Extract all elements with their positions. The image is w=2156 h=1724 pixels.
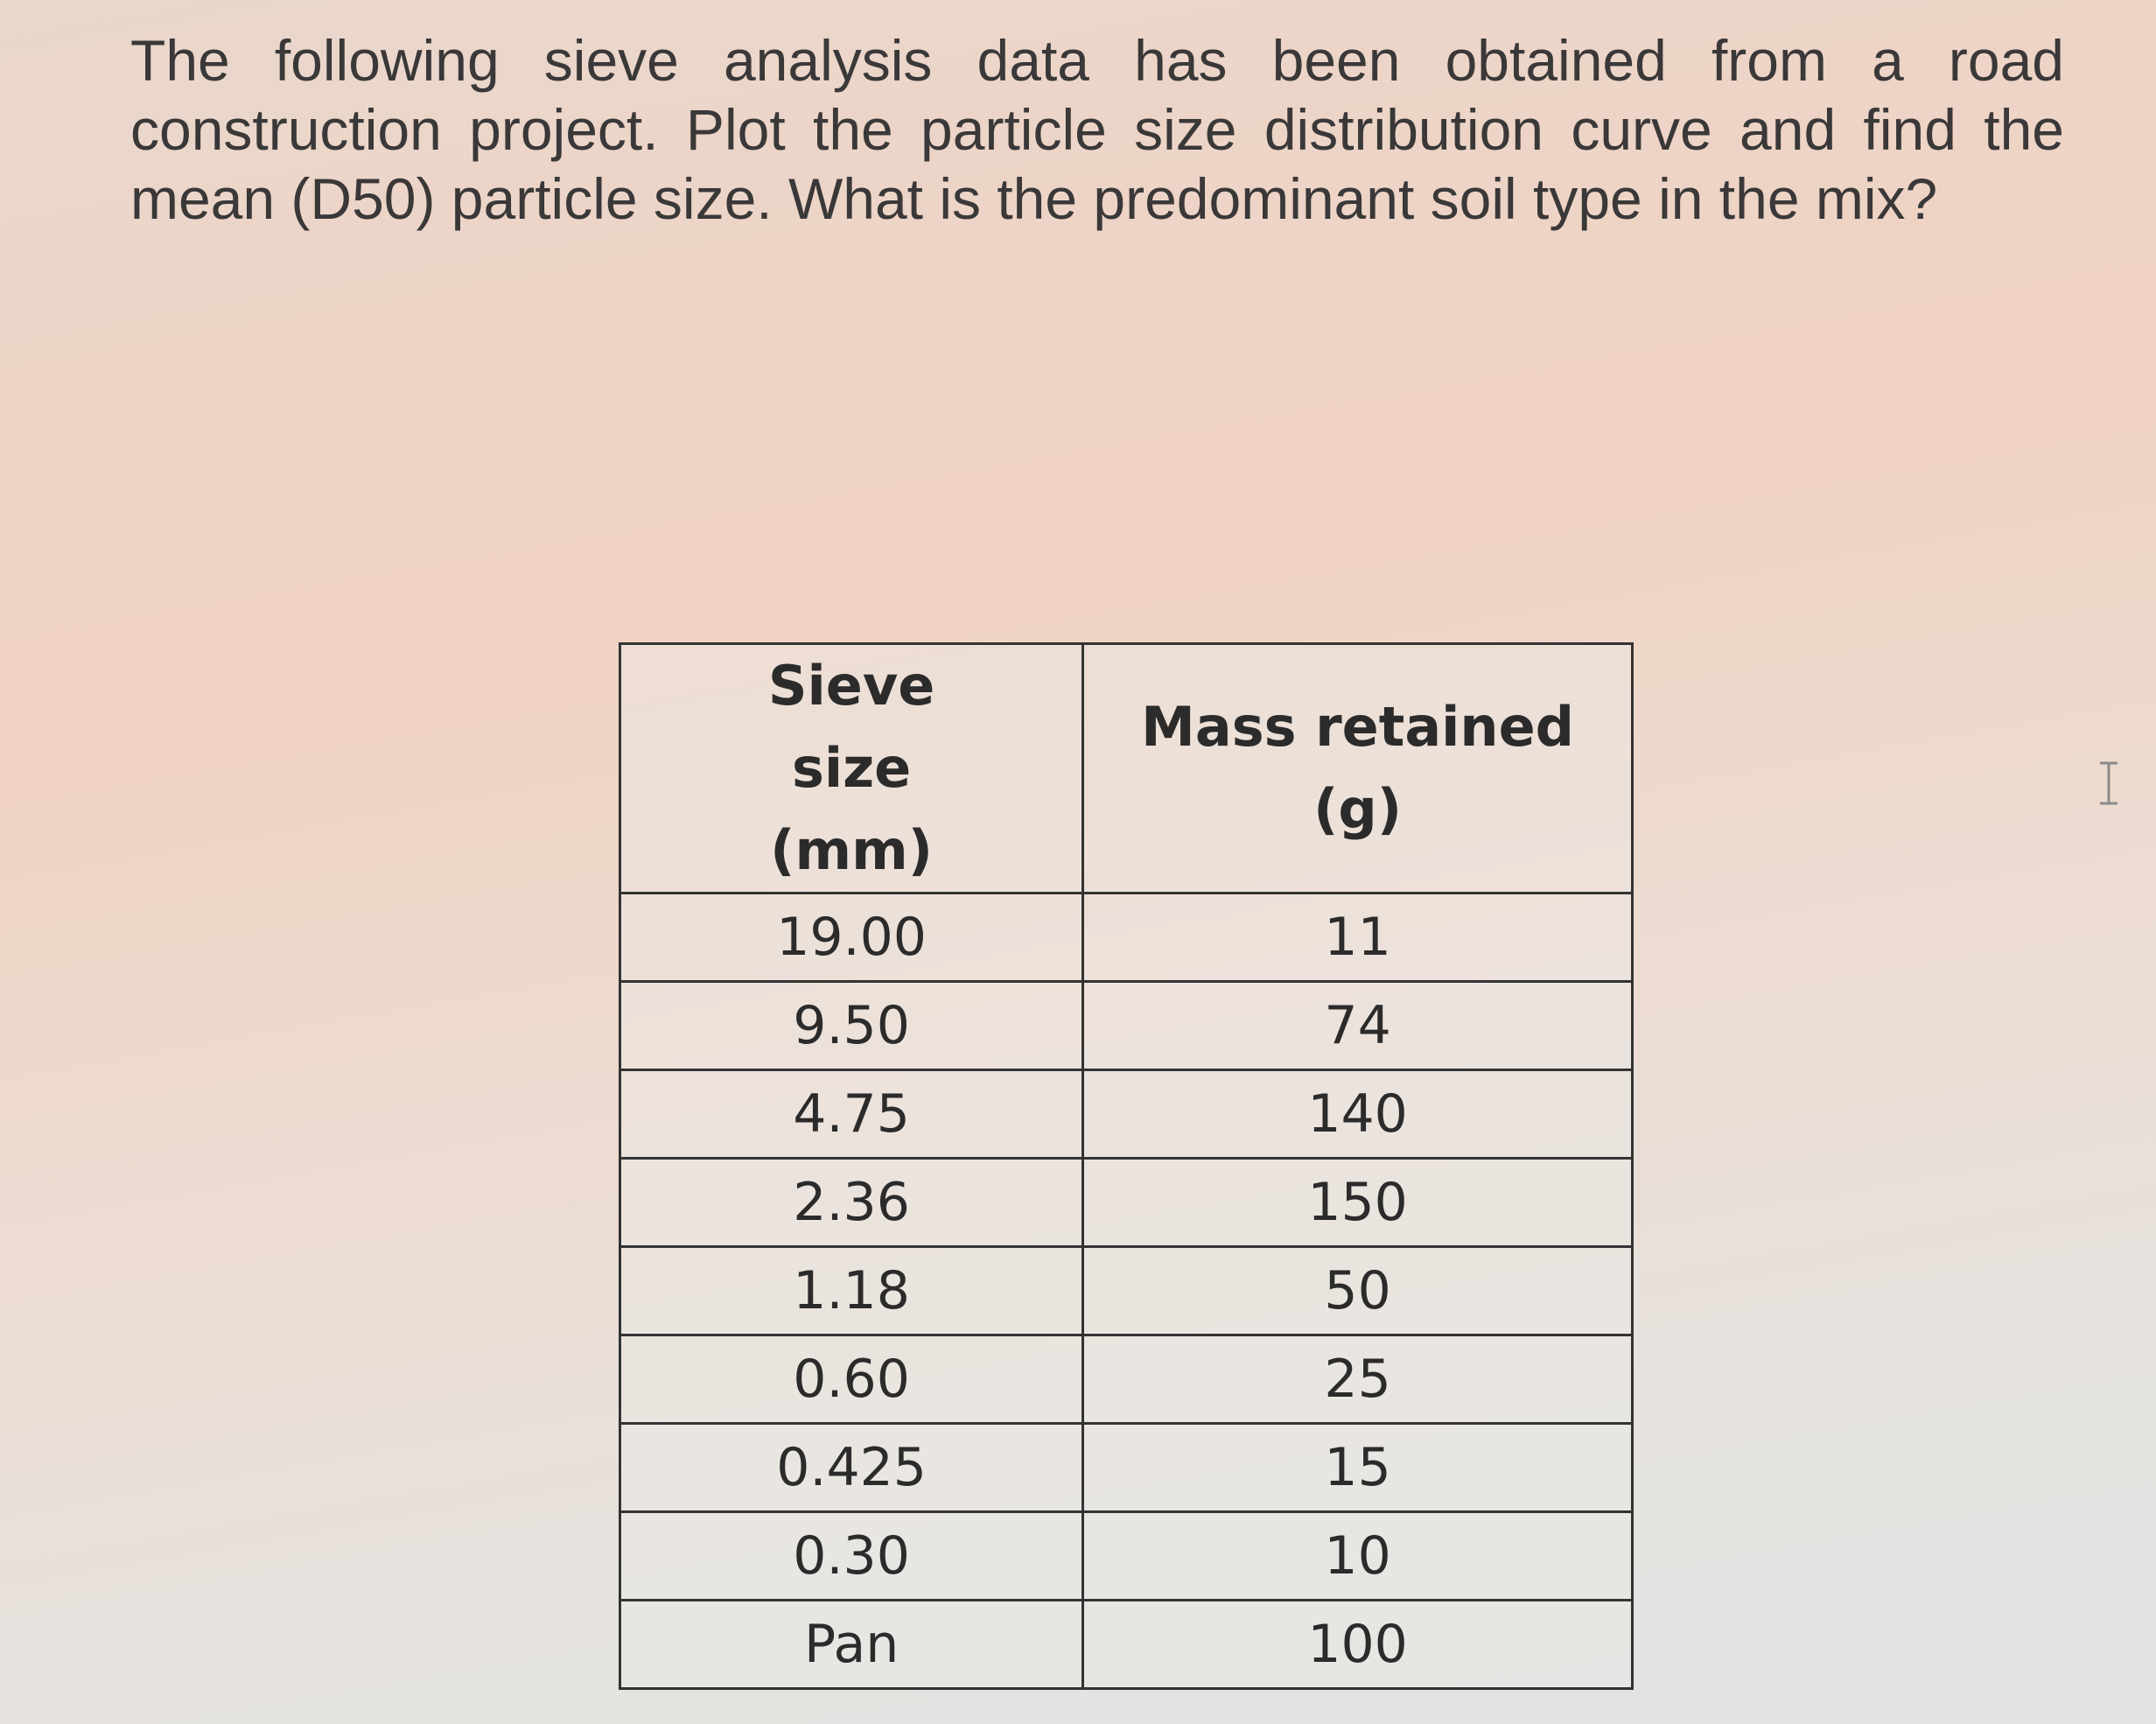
table-row: 2.36 150 xyxy=(618,1157,1634,1248)
header-text: Mass retained (g) xyxy=(1141,695,1575,841)
sieve-size-cell: 9.50 xyxy=(618,980,1085,1071)
sieve-size-cell: 1.18 xyxy=(618,1245,1085,1336)
mass-cell: 140 xyxy=(1082,1069,1634,1160)
header-cell: Mass retained (g) xyxy=(1082,642,1634,894)
sieve-size-cell: 2.36 xyxy=(618,1157,1085,1248)
mass-cell: 25 xyxy=(1082,1334,1634,1425)
sieve-size-cell: 19.00 xyxy=(618,892,1085,983)
mass-cell: 100 xyxy=(1082,1599,1634,1690)
mass-cell: 10 xyxy=(1082,1510,1634,1601)
mass-cell: 74 xyxy=(1082,980,1634,1071)
table-row: 0.425 15 xyxy=(618,1422,1634,1513)
table-body: 19.00 11 9.50 74 4.75 140 2.36 150 1.18 50 0.60 25 0… xyxy=(618,892,1634,1690)
mass-cell: 50 xyxy=(1082,1245,1634,1336)
table-row: Pan 100 xyxy=(618,1599,1634,1690)
table-row: 9.50 74 xyxy=(618,980,1634,1071)
sieve-size-cell: 0.30 xyxy=(618,1510,1085,1601)
sieve-size-cell: Pan xyxy=(618,1599,1085,1690)
header-cell: Sieve size (mm) xyxy=(618,642,1085,894)
mass-cell: 11 xyxy=(1082,892,1634,983)
sieve-table: Sieve size (mm) Mass retained (g) 19.00 1… xyxy=(618,642,1634,1690)
table-row: 4.75 140 xyxy=(618,1069,1634,1160)
table-row: 0.60 25 xyxy=(618,1334,1634,1425)
mass-cell: 15 xyxy=(1082,1422,1634,1513)
header-text: Sieve size (mm) xyxy=(767,654,935,882)
mass-cell: 150 xyxy=(1082,1157,1634,1248)
table-row: 0.30 10 xyxy=(618,1510,1634,1601)
sieve-size-cell: 0.60 xyxy=(618,1334,1085,1425)
header-row: Sieve size (mm) Mass retained (g) xyxy=(618,642,1634,894)
table-row: 1.18 50 xyxy=(618,1245,1634,1336)
text-cursor xyxy=(2100,761,2118,805)
table-row: 19.00 11 xyxy=(618,892,1634,983)
sieve-size-cell: 4.75 xyxy=(618,1069,1085,1160)
question-text: The following sieve analysis data has be… xyxy=(130,28,2064,231)
sieve-size-cell: 0.425 xyxy=(618,1422,1085,1513)
